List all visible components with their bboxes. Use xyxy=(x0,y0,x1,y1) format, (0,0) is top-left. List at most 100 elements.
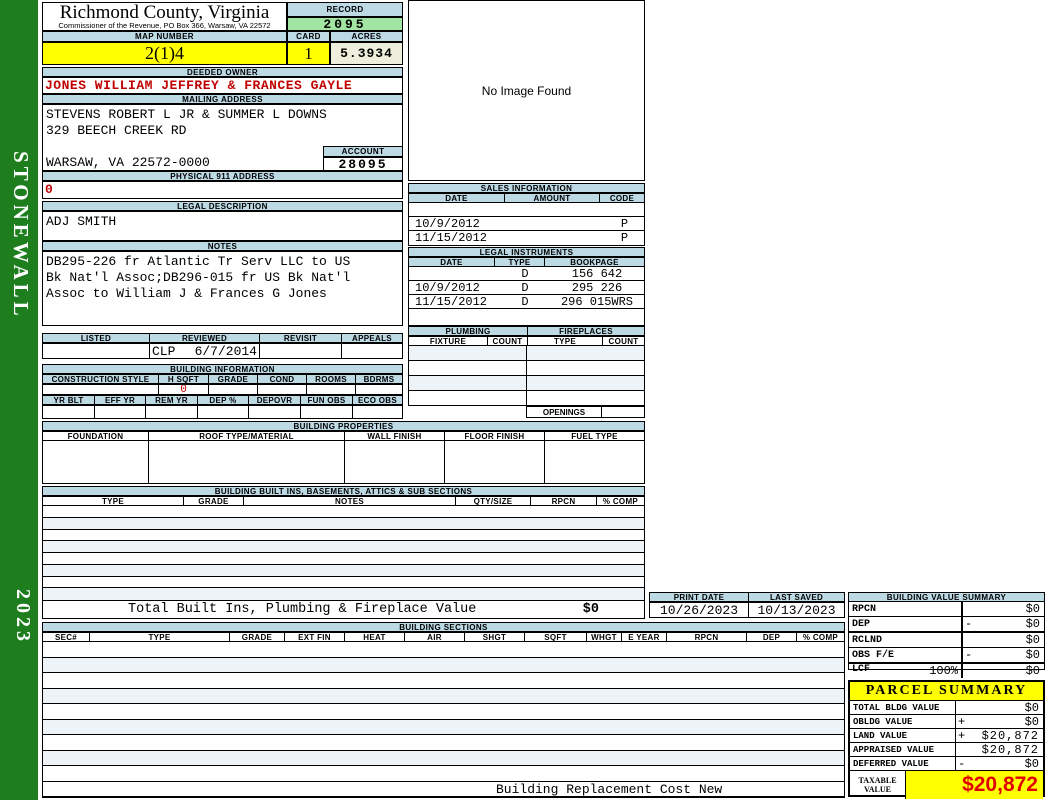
parcel-row-value: $20,872 xyxy=(981,742,1039,757)
sqft-label: SQFT xyxy=(524,633,586,641)
deeded-owner-value: JONES WILLIAM JEFFREY & FRANCES GAYLE xyxy=(42,77,403,94)
built-ins-total-label: Total Built Ins, Plumbing & Fireplace Va… xyxy=(128,602,477,617)
openings-label: OPENINGS xyxy=(542,407,586,417)
parcel-row: DEFERRED VALUE - $0 xyxy=(850,757,1043,771)
hsqft-label: H SQFT xyxy=(158,375,208,383)
county-title: Richmond County, Virginia xyxy=(59,2,270,23)
value-summary-value-cell: - $0 xyxy=(961,648,1044,662)
parcel-row-value: $0 xyxy=(1024,700,1039,715)
sales-row: 10/9/2012 P xyxy=(409,217,644,231)
dep-pct-label: DEP % xyxy=(197,396,248,404)
print-header-row: PRINT DATE LAST SAVED xyxy=(649,592,845,602)
mailing-address-label: MAILING ADDRESS xyxy=(42,94,403,104)
print-date-label: PRINT DATE xyxy=(650,593,748,601)
section-row xyxy=(43,719,844,735)
value-summary-row: RCLND $0 xyxy=(849,633,1044,648)
built-in-notes-label: NOTES xyxy=(243,497,455,505)
section-grade-label: GRADE xyxy=(229,633,284,641)
building-value-summary-table: RPCN $0 DEP - $0 RCLND xyxy=(848,602,1045,678)
eff-yr-label: EFF YR xyxy=(94,396,145,404)
sec-num-label: SEC# xyxy=(43,633,89,641)
taxable-value-label: TAXABLE VALUE xyxy=(850,771,906,799)
value-summary-row: OBS F/E - $0 xyxy=(849,648,1044,664)
building-info-value-row1: 0 xyxy=(42,384,403,395)
print-date-value: 10/26/2023 xyxy=(659,603,738,617)
taxable-label-line1: TAXABLE xyxy=(858,776,897,785)
sales-header-row: DATE AMOUNT CODE xyxy=(408,193,645,203)
map-number-value: 2(1)4 xyxy=(42,42,287,65)
section-footer-row: Building Replacement Cost New xyxy=(43,782,844,797)
instrument-date-label: DATE xyxy=(409,258,494,266)
taxable-value: $20,872 xyxy=(962,773,1038,796)
sale-date: 10/9/2012 xyxy=(415,216,480,231)
sales-information-title: SALES INFORMATION xyxy=(408,183,645,193)
foundation-label: FOUNDATION xyxy=(43,432,148,440)
section-row xyxy=(43,673,844,689)
no-image-text: No Image Found xyxy=(481,83,572,98)
taxable-value-row: TAXABLE VALUE $20,872 xyxy=(850,771,1043,799)
built-in-row xyxy=(43,541,644,553)
parcel-row-value: $0 xyxy=(1024,714,1039,729)
plumbing-fireplaces-headers: FIXTURE COUNT TYPE COUNT xyxy=(408,336,645,346)
building-info-header-row2: YR BLT EFF YR REM YR DEP % DEPOVR FUN OB… xyxy=(42,395,403,405)
last-saved-label: LAST SAVED xyxy=(748,593,844,601)
parcel-row-label: LAND VALUE xyxy=(850,729,956,742)
building-properties-title: BUILDING PROPERTIES xyxy=(42,421,645,431)
parcel-row: TOTAL BLDG VALUE $0 xyxy=(850,701,1043,715)
built-in-grade-label: GRADE xyxy=(183,497,243,505)
address-line: STEVENS ROBERT L JR & SUMMER L DOWNS xyxy=(46,107,327,122)
parcel-row: LAND VALUE + $20,872 xyxy=(850,729,1043,743)
legal-description-label: LEGAL DESCRIPTION xyxy=(42,201,403,211)
taxable-label-line2: VALUE xyxy=(864,785,891,794)
hsqft-value: 0 xyxy=(158,385,208,394)
value-summary-row: RPCN $0 xyxy=(849,602,1044,617)
built-in-row xyxy=(43,553,644,565)
listed-value xyxy=(43,344,149,358)
value-summary-label-cell: DEP xyxy=(849,619,961,630)
building-value-summary-title: BUILDING VALUE SUMMARY xyxy=(848,592,1045,602)
eff-yr-value xyxy=(94,406,145,418)
deeded-owner-label: DEEDED OWNER xyxy=(42,67,403,77)
sales-amount-label: AMOUNT xyxy=(504,194,599,202)
section-dep-label: DEP xyxy=(746,633,796,641)
parcel-summary-title: PARCEL SUMMARY xyxy=(850,682,1043,701)
plumbing-fireplaces-titles: PLUMBING FIREPLACES xyxy=(408,326,645,336)
building-sections-body: Building Replacement Cost New xyxy=(42,642,845,798)
rem-yr-value xyxy=(145,406,197,418)
depovr-value xyxy=(248,406,300,418)
value-summary-label-cell: OBS F/E xyxy=(849,650,961,661)
instrument-type: D xyxy=(521,280,529,295)
instruments-header-row: DATE TYPE BOOKPAGE xyxy=(408,257,645,267)
value-summary-label: RCLND xyxy=(852,634,883,646)
reviewed-by: CLP xyxy=(152,344,176,358)
value-summary-value: $0 xyxy=(1025,664,1040,678)
building-information-title: BUILDING INFORMATION xyxy=(42,364,403,374)
review-header-row: LISTED REVIEWED REVISIT APPEALS xyxy=(42,333,403,343)
value-summary-value-cell: - $0 xyxy=(961,617,1044,631)
appeals-value xyxy=(341,344,402,358)
eco-obs-value xyxy=(352,406,402,418)
instrument-date: 11/15/2012 xyxy=(415,294,488,309)
notes-label: NOTES xyxy=(42,241,403,251)
fireplace-count-label: COUNT xyxy=(602,337,644,345)
built-ins-headers: TYPE GRADE NOTES QTY/SIZE RPCN % COMP xyxy=(42,496,645,506)
building-properties-body xyxy=(42,441,645,484)
heat-label: HEAT xyxy=(344,633,404,641)
instrument-bookpage: 295 226 xyxy=(571,280,623,295)
section-row xyxy=(43,735,844,751)
parcel-summary: PARCEL SUMMARY TOTAL BLDG VALUE $0 OBLDG… xyxy=(848,680,1045,799)
wall-finish-value xyxy=(344,441,444,483)
instrument-type-label: TYPE xyxy=(494,258,544,266)
value-summary-value: $0 xyxy=(1025,617,1040,631)
cond-value xyxy=(257,385,306,394)
built-ins-body xyxy=(42,506,645,600)
sale-code: P xyxy=(620,230,629,245)
parcel-row-op: + xyxy=(958,728,966,743)
value-summary-op: - xyxy=(965,617,973,631)
address-line: WARSAW, VA 22572-0000 xyxy=(46,155,210,170)
built-in-row xyxy=(43,588,644,600)
notes-line: Assoc to William J & Frances G Jones xyxy=(46,286,327,301)
plumbing-fireplaces-divider xyxy=(526,346,527,406)
building-info-value-row2 xyxy=(42,405,403,419)
